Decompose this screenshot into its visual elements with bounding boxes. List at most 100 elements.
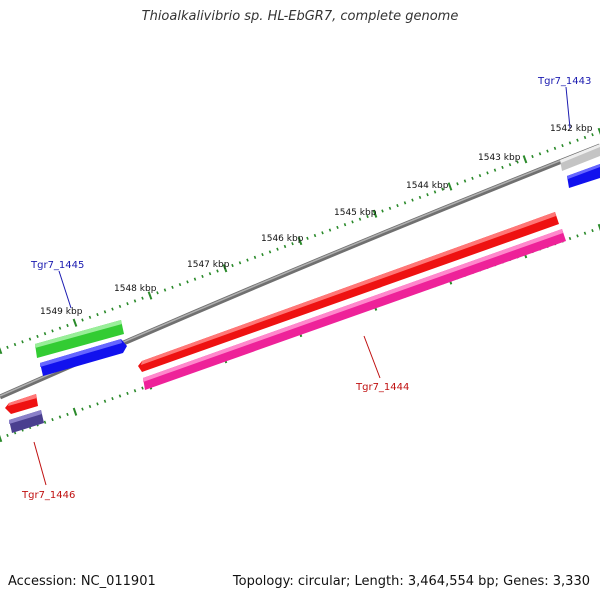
scale-tick-minor	[291, 242, 294, 246]
scale-tick-minor	[561, 144, 564, 148]
scale-tick-major	[297, 236, 303, 246]
scale-tick-major	[0, 434, 3, 443]
scale-label-1546: 1546 kbp	[261, 234, 304, 244]
scale-tick-minor	[163, 288, 167, 292]
scale-tick-minor	[58, 415, 62, 419]
scale-tick-major	[222, 264, 228, 273]
scale-tick-minor	[103, 310, 107, 314]
gene-label-tgr7-1443[interactable]: Tgr7_1443	[537, 76, 591, 87]
scale-tick-minor	[553, 146, 557, 150]
scale-tick-minor	[306, 236, 309, 240]
scale-tick-minor	[418, 195, 422, 199]
scale-tick-minor	[268, 250, 272, 254]
scale-tick-minor	[103, 399, 107, 403]
scale-tick-minor	[531, 154, 534, 159]
scale-tick-major	[597, 127, 600, 135]
scale-label-1545: 1545 kbp	[334, 208, 377, 218]
scale-tick-minor	[81, 407, 84, 411]
scale-tick-minor	[178, 283, 182, 287]
scale-tick-minor	[118, 304, 122, 308]
scale-tick-minor	[568, 141, 572, 145]
scale-tick-minor	[21, 340, 24, 344]
callout-line-tgr7-1443	[565, 86, 571, 129]
scale-tick-minor	[246, 258, 249, 262]
scale-tick-minor	[81, 318, 84, 322]
feature-tgr7-1443[interactable]	[560, 144, 600, 188]
scale-tick-minor	[58, 326, 62, 330]
map-title: Thioalkalivibrio sp. HL-EbGR7, complete …	[141, 9, 459, 24]
scale-label-1549: 1549 kbp	[40, 307, 83, 317]
scale-tick-minor	[463, 179, 467, 183]
scale-tick-minor	[366, 214, 369, 219]
genome-summary-text: Topology: circular; Length: 3,464,554 bp…	[232, 574, 590, 589]
scale-tick-minor	[441, 187, 444, 191]
callout-line-tgr7-1446	[33, 441, 47, 486]
scale-tick-minor	[313, 233, 317, 238]
scale-tick-major	[72, 407, 78, 416]
callout-line-tgr7-1444	[363, 335, 381, 379]
scale-tick-minor	[396, 204, 399, 208]
scale-tick-minor	[231, 263, 234, 268]
scale-tick-minor	[321, 231, 324, 235]
scale-tick-minor	[328, 228, 332, 232]
gene-label-tgr7-1444[interactable]: Tgr7_1444	[355, 382, 409, 393]
scale-tick-minor	[471, 176, 474, 180]
scale-tick-minor	[201, 274, 204, 278]
scale-tick-minor	[568, 236, 572, 241]
scale-tick-minor	[111, 397, 114, 401]
scale-tick-minor	[36, 334, 39, 338]
scale-tick-minor	[411, 198, 414, 202]
scale-tick-minor	[43, 332, 47, 336]
scale-tick-minor	[96, 402, 99, 406]
scale-tick-minor	[276, 247, 279, 251]
scale-tick-minor	[576, 138, 579, 142]
scale-tick-minor	[433, 190, 437, 194]
scale-tick-minor	[358, 217, 362, 221]
scale-tick-minor	[493, 168, 497, 172]
scale-tick-major	[372, 209, 378, 218]
scale-tick-minor	[118, 394, 122, 398]
scale-tick-minor	[546, 149, 549, 153]
scale-tick-minor	[126, 302, 129, 306]
scale-tick-minor	[381, 209, 384, 213]
gene-label-tgr7-1446[interactable]: Tgr7_1446	[21, 490, 75, 501]
scale-tick-minor	[351, 220, 354, 224]
scale-tick-minor	[51, 329, 54, 333]
scale-tick-minor	[66, 323, 69, 328]
scale-tick-minor	[171, 285, 174, 289]
scale-tick-minor	[388, 206, 392, 210]
scale-label-1547: 1547 kbp	[187, 260, 230, 270]
scale-tick-minor	[88, 404, 92, 409]
accession-text: Accession: NC_011901	[8, 574, 156, 589]
scale-tick-major	[597, 223, 600, 232]
scale-ticks-outer	[0, 127, 600, 355]
scale-tick-minor	[186, 280, 189, 284]
scale-tick-minor	[508, 163, 512, 167]
scale-tick-minor	[111, 307, 114, 311]
gene-label-tgr7-1445[interactable]: Tgr7_1445	[30, 260, 84, 271]
scale-tick-minor	[66, 412, 69, 416]
scale-tick-minor	[576, 234, 579, 238]
scale-tick-minor	[193, 277, 197, 281]
scale-tick-minor	[216, 269, 219, 273]
scale-tick-minor	[51, 418, 54, 422]
scale-tick-minor	[283, 244, 287, 249]
scale-tick-minor	[501, 165, 504, 169]
scale-tick-minor	[591, 229, 594, 233]
scale-tick-minor	[426, 193, 429, 197]
scale-tick-minor	[141, 296, 144, 300]
scale-tick-major	[447, 182, 453, 191]
feature-tgr7-1445[interactable]	[35, 320, 127, 376]
feature-tgr7-1444[interactable]	[138, 212, 566, 390]
scale-label-1543: 1543 kbp	[478, 153, 521, 163]
scale-tick-minor	[208, 272, 212, 276]
feature-tgr7-1446[interactable]	[5, 394, 44, 433]
callout-line-tgr7-1445	[58, 270, 72, 309]
scale-tick-minor	[13, 342, 17, 347]
scale-tick-minor	[6, 345, 9, 349]
scale-tick-minor	[261, 253, 264, 257]
scale-tick-minor	[486, 171, 489, 175]
scale-tick-minor	[238, 261, 242, 265]
scale-tick-major	[0, 347, 3, 355]
